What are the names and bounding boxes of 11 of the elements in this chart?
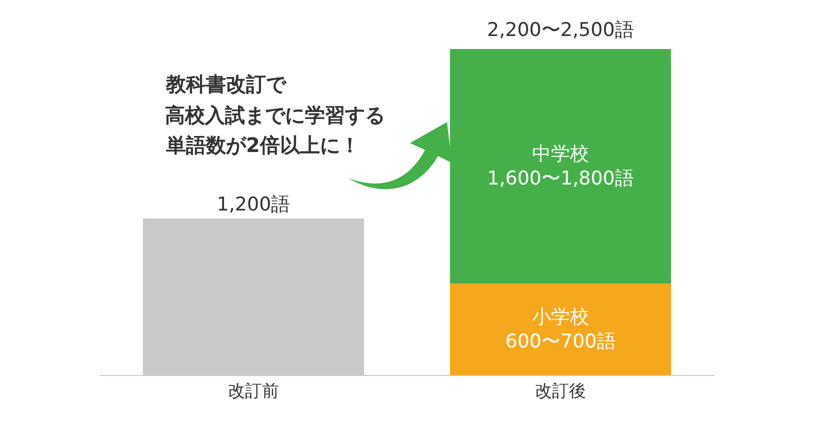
data-label: 600〜700語 — [505, 330, 616, 353]
series-label: 小学校 — [532, 306, 589, 328]
annotation: 単語数が2倍以上に！ — [165, 133, 360, 157]
series-label: 中学校 — [532, 143, 589, 166]
x-tick-label: 改訂後 — [535, 381, 586, 402]
data-label: 1,200語 — [216, 194, 290, 216]
annotation: 教科書改訂で — [165, 72, 287, 96]
x-tick-label: 改訂前 — [228, 381, 279, 402]
annotation: 高校入試までに学習する — [165, 103, 385, 127]
total-label: 2,200〜2,500語 — [487, 19, 634, 41]
data-label: 1,600〜1,800語 — [487, 168, 634, 190]
